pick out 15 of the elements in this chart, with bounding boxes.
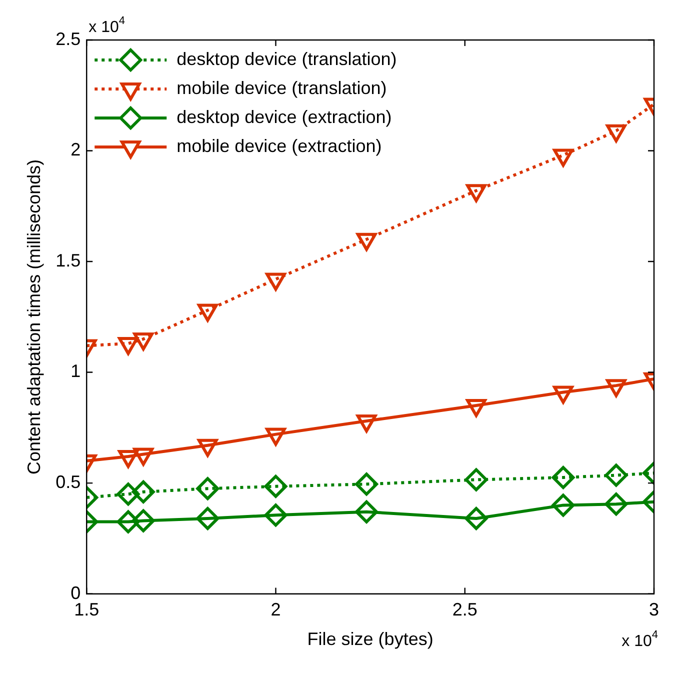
- y-tick-label: 1.5: [56, 250, 81, 270]
- y-axis-title: Content adaptation times (milliseconds): [24, 159, 44, 474]
- y-tick-label: 2: [70, 140, 81, 160]
- x-tick-label: 2.5: [452, 600, 478, 620]
- x-tick-label: 3: [648, 600, 660, 620]
- x-tick-label: 2: [270, 600, 281, 620]
- y-tick-label: 1: [70, 361, 81, 382]
- x-axis-title: File size (bytes): [307, 629, 434, 650]
- legend-label: desktop device (translation): [176, 48, 397, 69]
- y-tick-label: 2.5: [56, 28, 81, 49]
- legend-label: desktop device (extraction): [176, 106, 392, 127]
- y-tick-label: 0: [70, 582, 81, 603]
- legend-label: mobile device (translation): [176, 78, 387, 98]
- y-tick-label: 0.5: [56, 472, 81, 492]
- legend-label: mobile device (extraction): [176, 136, 382, 156]
